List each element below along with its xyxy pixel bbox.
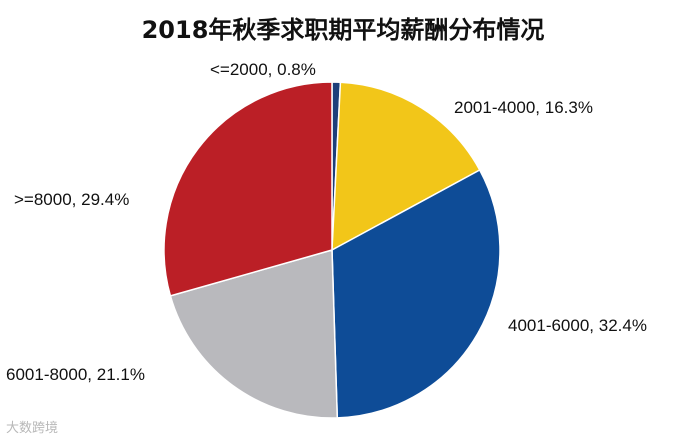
chart-title: 2018年秋季求职期平均薪酬分布情况: [141, 16, 545, 44]
slice-label-4: >=8000, 29.4%: [14, 190, 130, 209]
pie-slice-1: [331, 81, 481, 252]
pie-slice-3: [169, 249, 339, 419]
pie-slice-4: [163, 81, 333, 297]
slice-label-3: 6001-8000, 21.1%: [6, 365, 145, 384]
pie-slice-2: [331, 168, 501, 419]
watermark-text: 大数跨境: [6, 421, 59, 436]
slice-label-0: <=2000, 0.8%: [210, 60, 316, 79]
slice-label-2: 4001-6000, 32.4%: [508, 316, 647, 335]
slice-label-1: 2001-4000, 16.3%: [454, 98, 593, 117]
